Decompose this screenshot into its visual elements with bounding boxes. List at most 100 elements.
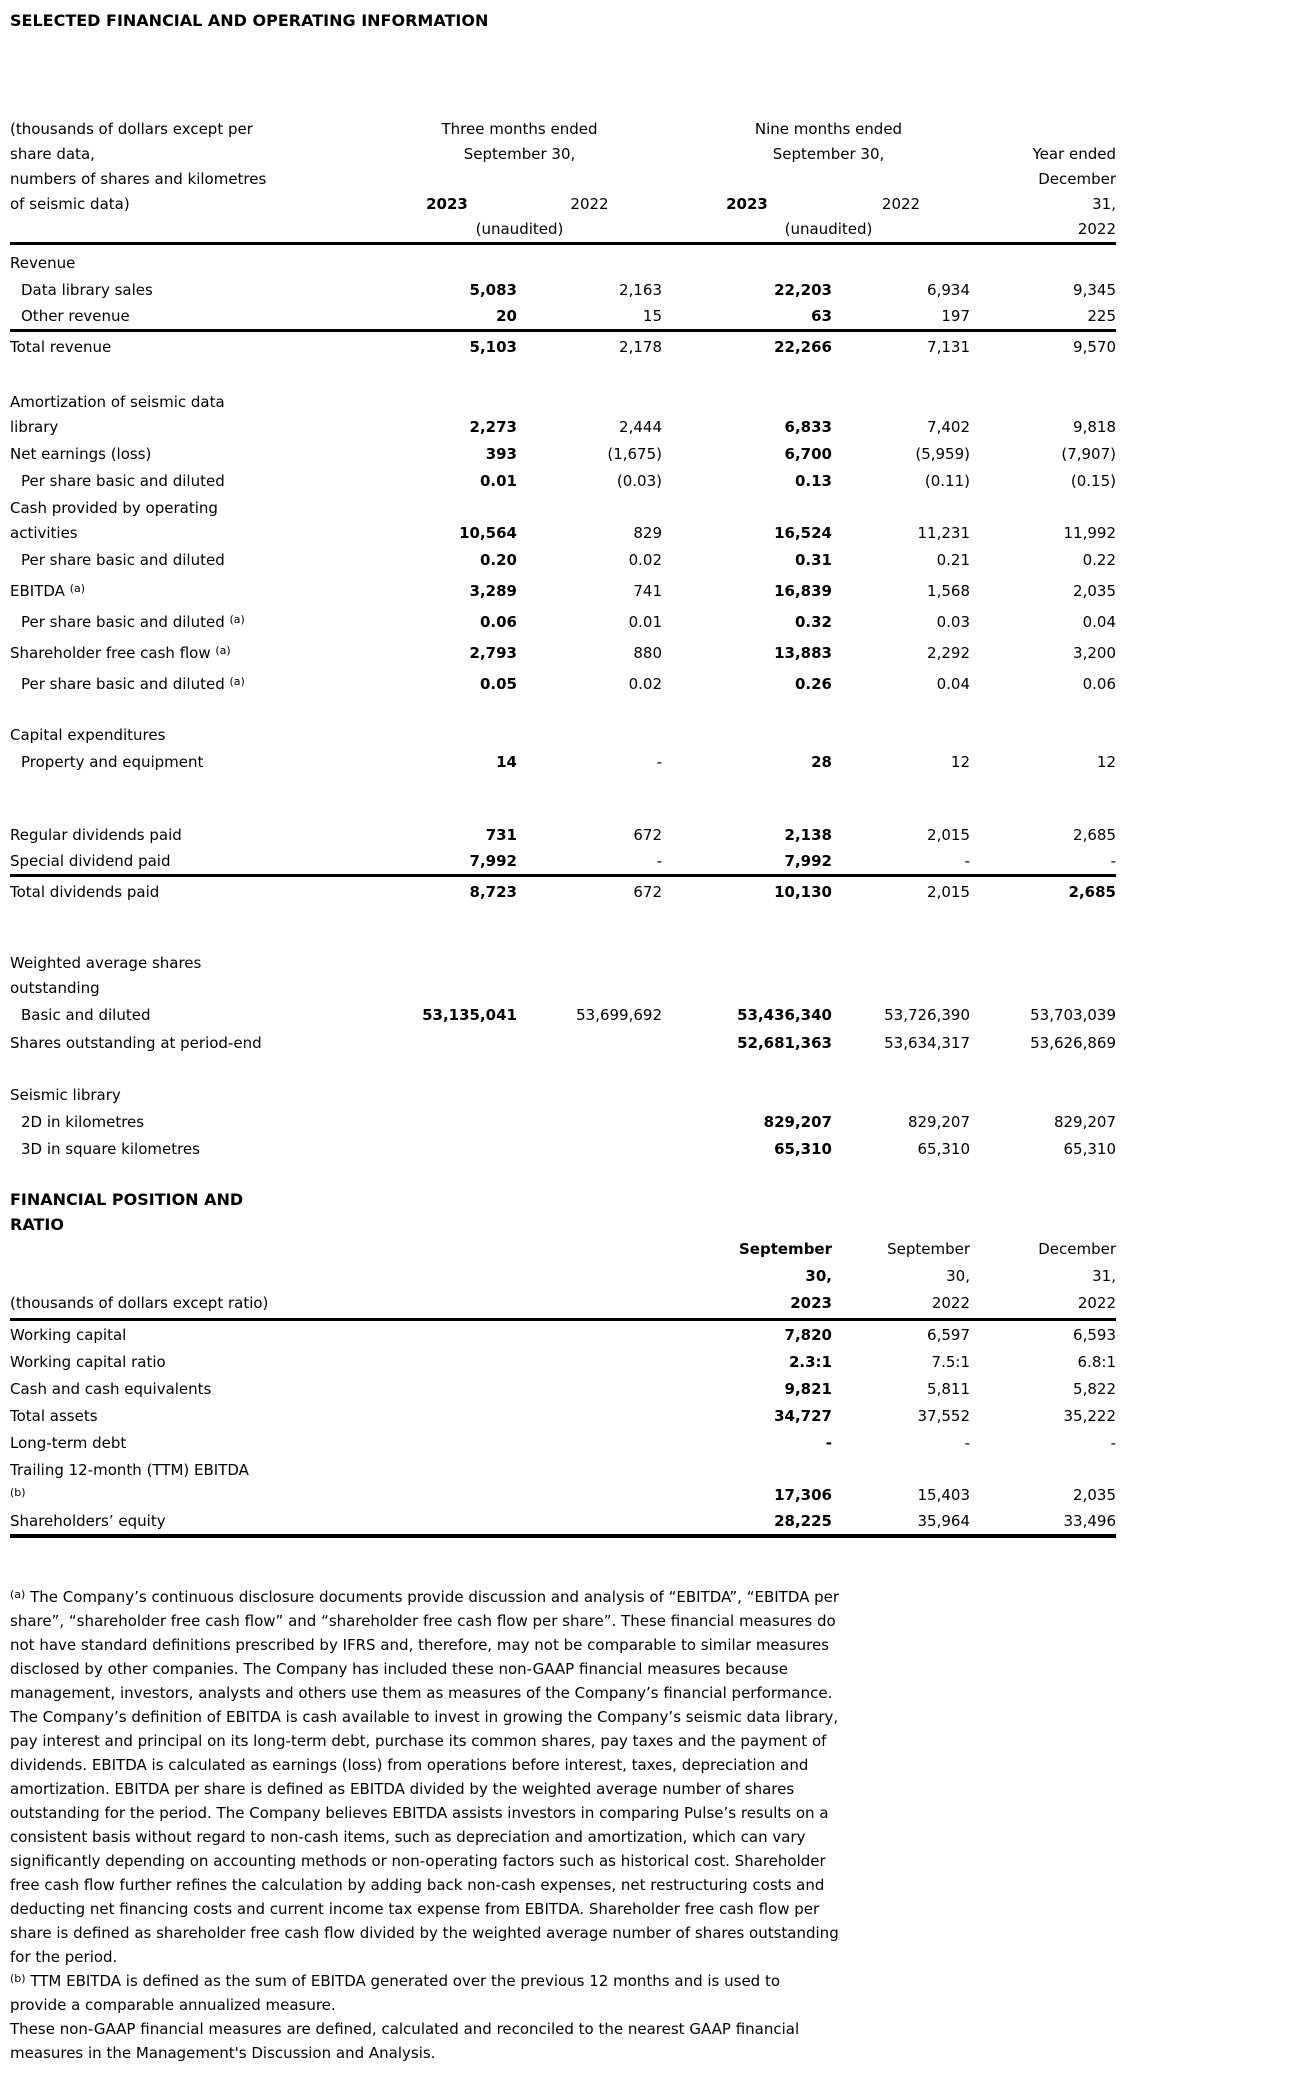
table-row: Seismic library — [10, 1081, 1116, 1108]
value-cell — [517, 1375, 662, 1402]
table1-header: (thousands of dollars except per share d… — [10, 117, 1116, 245]
table-row: Shareholder free cash flow (a) 2,793 880 13… — [10, 635, 1116, 666]
row-label: Seismic library — [10, 1081, 377, 1108]
header-unaudited-q3: (unaudited) — [475, 220, 564, 238]
row-label-text: Shareholder free cash flow — [10, 644, 211, 662]
row-label: Special dividend paid — [10, 848, 377, 875]
value-cell: 6,700 — [784, 445, 832, 463]
value-cell: 2,138 — [784, 826, 832, 844]
value-cell: 2,685 — [970, 873, 1116, 905]
row-label: Per share basic and diluted — [10, 467, 377, 494]
value-cell: 5,103 — [377, 328, 517, 360]
financial-position-heading: FINANCIAL POSITION AND RATIO — [10, 1190, 244, 1234]
value-cell: 53,135,041 — [422, 1006, 517, 1024]
value-cell: 0.13 — [794, 472, 832, 490]
row-label-text: Total assets — [10, 1407, 98, 1425]
row-label: Per share basic and diluted (a) — [10, 604, 377, 635]
row-label-text: Per share basic and diluted — [21, 551, 225, 569]
row-label: Working capital — [10, 1321, 377, 1348]
value-cell: 7,820 — [784, 1326, 832, 1344]
header-sept30-9m: September 30, — [772, 145, 885, 163]
value-cell — [517, 1348, 662, 1375]
table-row: 3D in square kilometres 65,310 65,310 65,31… — [10, 1135, 1116, 1162]
value-cell — [377, 1402, 517, 1429]
row-label: Capital expenditures — [10, 721, 377, 748]
row-label: Total dividends paid — [10, 873, 377, 905]
value-cell: - — [964, 851, 970, 870]
value-cell: 28,225 — [662, 1508, 832, 1538]
value-cell: 0.01 — [628, 613, 662, 631]
header2-year-2022a: 2022 — [931, 1294, 970, 1312]
value-cell: 0.26 — [794, 675, 832, 693]
value-cell: 17,306 — [774, 1486, 832, 1504]
value-cell: 7,402 — [927, 418, 970, 436]
value-cell — [377, 249, 517, 276]
value-cell — [517, 1402, 662, 1429]
value-cell: 10,130 — [662, 873, 832, 905]
table-row: Long-term debt - - - — [10, 1429, 1116, 1456]
footnote-b-text: TTM EBITDA is defined as the sum of EBIT… — [10, 1972, 781, 2014]
value-cell: 9,818 — [1073, 418, 1116, 436]
header-col-2022-q3: 2022 — [570, 195, 609, 213]
spacer-row — [10, 697, 1116, 721]
value-cell: 7,992 — [469, 851, 517, 870]
value-cell: 0.22 — [1082, 551, 1116, 569]
value-cell: 22,203 — [774, 281, 832, 299]
table-row: Shareholders’ equity 28,225 35,964 33,496 — [10, 1508, 1116, 1538]
value-cell: 3,289 — [469, 582, 517, 600]
value-cell: 8,723 — [377, 873, 517, 905]
row-label-text: Regular dividends paid — [10, 826, 182, 844]
value-cell: 53,436,340 — [737, 1006, 832, 1024]
value-cell: 16,839 — [774, 582, 832, 600]
value-cell: 9,570 — [970, 328, 1116, 360]
value-cell — [970, 951, 1116, 1001]
value-cell: 11,992 — [1063, 524, 1117, 542]
value-cell: 0.06 — [479, 613, 517, 631]
value-cell: 5,822 — [1073, 1380, 1116, 1398]
value-cell: 393 — [485, 445, 517, 463]
value-cell: 225 — [1087, 306, 1116, 325]
value-cell: 2,178 — [517, 328, 662, 360]
value-cell — [970, 721, 1116, 748]
row-label: Other revenue — [10, 303, 377, 330]
header-col-2023-q3: 2023 — [426, 195, 468, 213]
value-cell: 0.04 — [1082, 613, 1116, 631]
value-cell: 15,403 — [917, 1486, 971, 1504]
value-cell: 829,207 — [1053, 1113, 1116, 1131]
row-label: Total assets — [10, 1402, 377, 1429]
header-three-months-ended: Three months ended — [441, 120, 598, 138]
row-label-text: Total dividends paid — [10, 883, 160, 901]
table-row: Per share basic and diluted 0.20 0.02 0.31 0… — [10, 546, 1116, 573]
row-label-text: 3D in square kilometres — [21, 1140, 200, 1158]
table-row: Net earnings (loss) 393 (1,675) 6,700 (5,959… — [10, 440, 1116, 467]
value-cell: 829 — [633, 524, 662, 542]
header-year-ended: Year ended — [1032, 145, 1116, 163]
value-cell: 2,015 — [927, 826, 970, 844]
value-cell: (5,959) — [915, 445, 970, 463]
value-cell: 2,015 — [832, 873, 970, 905]
header2-year-2023: 2023 — [790, 1294, 832, 1312]
value-cell: 63 — [811, 306, 832, 325]
value-cell: - — [656, 851, 662, 870]
value-cell: 0.31 — [794, 551, 832, 569]
header-31: 31, — [1092, 195, 1116, 213]
table-row: Basic and diluted 53,135,041 53,699,692 53,… — [10, 1001, 1116, 1028]
value-cell — [377, 1321, 517, 1348]
value-cell: 880 — [633, 644, 662, 662]
value-cell: 6,833 — [784, 418, 832, 436]
row-label-text: Net earnings (loss) — [10, 445, 152, 463]
value-cell: 14 — [496, 753, 517, 771]
value-cell — [377, 1375, 517, 1402]
footnotes: (a) The Company’s continuous disclosure … — [10, 1585, 1288, 2065]
table-row: Weighted average shares outstanding — [10, 951, 1116, 1001]
value-cell: 22,266 — [662, 328, 832, 360]
value-cell — [377, 1456, 517, 1508]
value-cell: (0.03) — [616, 472, 662, 490]
value-cell: 6.8:1 — [1077, 1353, 1116, 1371]
row-label-text: Capital expenditures — [10, 726, 166, 744]
value-cell: 5,811 — [927, 1380, 970, 1398]
value-cell — [517, 951, 662, 1001]
header2-31: 31, — [1092, 1267, 1116, 1285]
value-cell: (7,907) — [1061, 445, 1116, 463]
spacer-cell — [10, 775, 1116, 821]
